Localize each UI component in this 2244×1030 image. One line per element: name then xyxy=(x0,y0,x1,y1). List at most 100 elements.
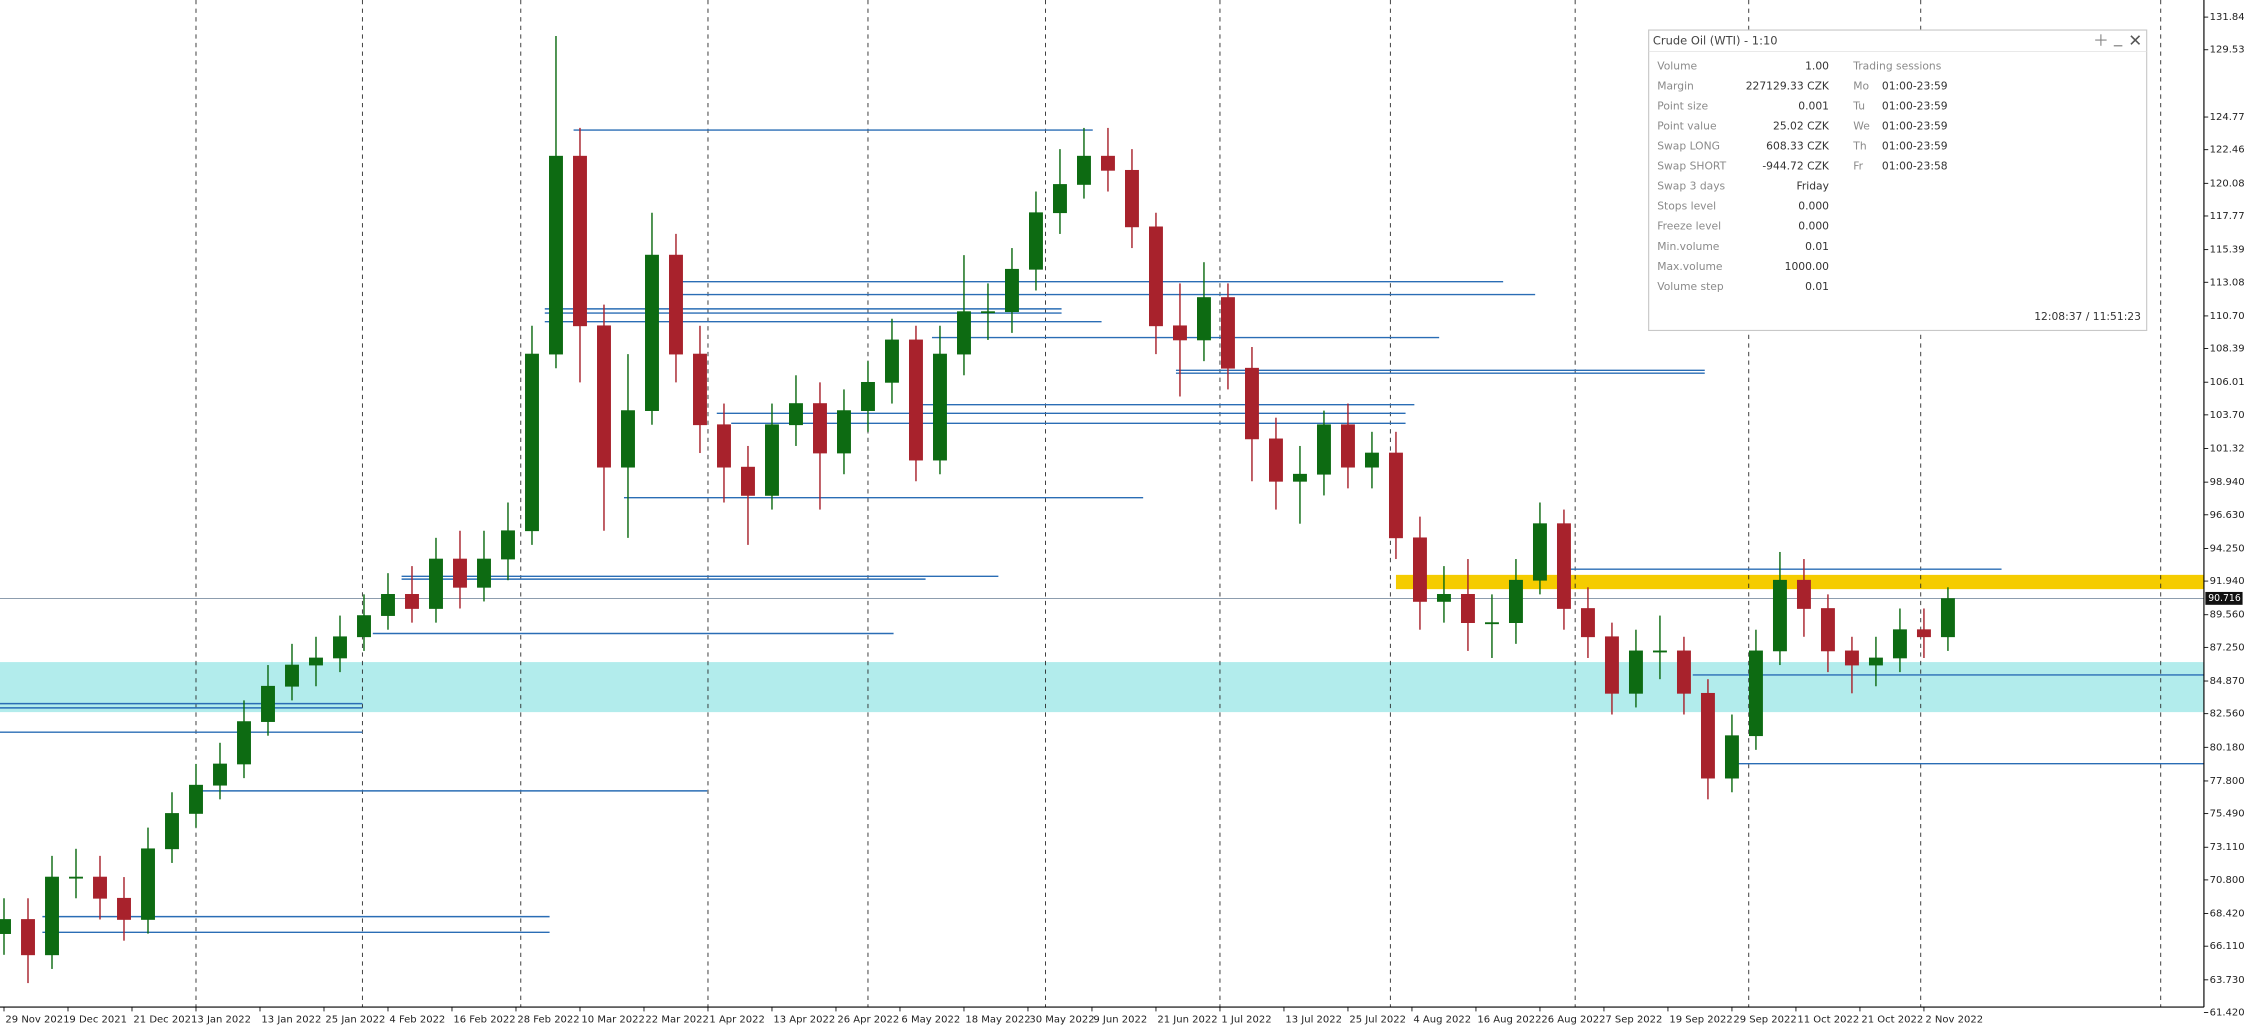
panel-row-value: 0.01 xyxy=(1805,280,1829,293)
candle-body xyxy=(309,657,323,666)
y-tick-label: 115.390 xyxy=(2210,245,2244,256)
x-tick-label: 4 Aug 2022 xyxy=(1413,1014,1471,1025)
candle-body xyxy=(1245,367,1259,440)
candle-body xyxy=(189,784,203,814)
y-tick-label: 113.080 xyxy=(2210,277,2244,288)
candle-body xyxy=(1077,155,1091,185)
session-day: Tu xyxy=(1852,100,1865,113)
x-tick-label: 2 Nov 2022 xyxy=(1925,1014,1983,1025)
candle-body xyxy=(1532,523,1547,581)
y-tick-label: 101.320 xyxy=(2210,444,2244,455)
x-tick-label: 28 Feb 2022 xyxy=(517,1014,579,1025)
candle-body xyxy=(1748,650,1763,737)
panel-row-label: Volume step xyxy=(1657,280,1724,293)
panel-row-label: Swap LONG xyxy=(1657,140,1720,153)
x-tick-label: 13 Jan 2022 xyxy=(261,1014,321,1025)
y-tick-label: 108.390 xyxy=(2210,344,2244,355)
candle-body xyxy=(1149,226,1163,327)
candle-body xyxy=(909,339,923,461)
candle-body xyxy=(1676,650,1691,694)
panel-row-value: 0.001 xyxy=(1798,100,1829,113)
session-hours: 01:00-23:59 xyxy=(1882,80,1948,93)
x-tick-label: 21 Dec 2021 xyxy=(133,1014,197,1025)
candle-body xyxy=(1412,537,1427,602)
y-tick-label: 82.560 xyxy=(2210,709,2244,720)
session-day: Mo xyxy=(1853,80,1869,93)
candle-body xyxy=(237,721,251,765)
x-tick-label: 11 Oct 2022 xyxy=(1797,1014,1859,1025)
panel-row-label: Swap SHORT xyxy=(1657,160,1726,173)
panel-row-label: Margin xyxy=(1657,80,1694,93)
panel-row-label: Point value xyxy=(1657,120,1717,133)
x-tick-label: 6 May 2022 xyxy=(901,1014,960,1025)
y-tick-label: 87.250 xyxy=(2210,642,2244,653)
candle-body xyxy=(1029,212,1043,270)
candle-body xyxy=(1556,523,1571,609)
panel-close[interactable] xyxy=(2130,35,2141,45)
candle-body xyxy=(1892,629,1907,659)
candle-body xyxy=(1580,608,1595,638)
panel-row-value: 1000.00 xyxy=(1785,260,1830,273)
zones xyxy=(0,574,2204,713)
y-tick-label: 131.840 xyxy=(2210,12,2244,23)
session-day: We xyxy=(1853,120,1870,133)
y-tick-label: 117.770 xyxy=(2210,211,2244,222)
x-tick-label: 1 Apr 2022 xyxy=(709,1014,764,1025)
x-tick-label: 19 Sep 2022 xyxy=(1669,1014,1732,1025)
candle-body xyxy=(1796,579,1811,609)
y-tick-label: 61.420 xyxy=(2210,1007,2244,1018)
candle-body xyxy=(1101,155,1115,171)
y-tick-label: 120.080 xyxy=(2210,178,2244,189)
current-price-label: 90.716 xyxy=(2208,593,2241,604)
panel-row-value: 0.01 xyxy=(1805,240,1829,253)
x-tick-label: 25 Jul 2022 xyxy=(1349,1014,1406,1025)
panel-row-label: Swap 3 days xyxy=(1657,180,1725,193)
session-day: Th xyxy=(1852,140,1866,153)
panel-row-label: Stops level xyxy=(1657,200,1716,213)
panel-move-icon[interactable] xyxy=(2095,34,2107,46)
panel-row-label: Max.volume xyxy=(1657,260,1723,273)
x-tick-label: 9 Jun 2022 xyxy=(1093,1014,1147,1025)
candle-body xyxy=(1916,629,1931,638)
panel-time: 12:08:37 / 11:51:23 xyxy=(2034,310,2141,323)
candle-body xyxy=(597,325,611,468)
y-tick-label: 70.800 xyxy=(2210,875,2244,886)
x-tick-label: 30 May 2022 xyxy=(1029,1014,1094,1025)
x-tick-label: 3 Jan 2022 xyxy=(197,1014,251,1025)
candle-body xyxy=(1484,622,1499,625)
panel-row-value: 1.00 xyxy=(1805,60,1829,73)
candles xyxy=(0,36,1955,984)
x-tick-label: 29 Sep 2022 xyxy=(1733,1014,1796,1025)
x-tick-label: 4 Feb 2022 xyxy=(389,1014,445,1025)
candle-body xyxy=(1772,579,1787,652)
candle-body xyxy=(1269,438,1283,482)
candle-body xyxy=(1820,608,1835,652)
candle-body xyxy=(1005,268,1019,313)
candle-body xyxy=(285,664,299,687)
candle-body xyxy=(261,685,275,722)
candle-body xyxy=(1628,650,1643,694)
candle-body xyxy=(405,594,419,609)
candle-body xyxy=(981,311,995,314)
panel-row-label: Min.volume xyxy=(1657,240,1720,253)
panel-row-label: Volume xyxy=(1657,60,1697,73)
x-tick-label: 21 Oct 2022 xyxy=(1861,1014,1923,1025)
x-tick-label: 16 Feb 2022 xyxy=(453,1014,515,1025)
candle-body xyxy=(1340,424,1355,468)
candle-body xyxy=(1868,657,1883,666)
candle-body xyxy=(669,254,683,355)
x-tick-label: 18 May 2022 xyxy=(965,1014,1030,1025)
y-tick-label: 73.110 xyxy=(2210,842,2244,853)
candle-body xyxy=(1293,473,1307,482)
y-tick-label: 103.700 xyxy=(2210,410,2244,421)
candle-body xyxy=(69,876,83,879)
candle-body xyxy=(933,353,947,461)
candle-body xyxy=(1125,169,1139,228)
candle-body xyxy=(357,615,371,638)
candle-body xyxy=(1652,650,1667,653)
y-tick-label: 84.870 xyxy=(2210,676,2244,687)
candle-body xyxy=(1221,297,1235,369)
candle-body xyxy=(1700,692,1715,779)
candle-body xyxy=(789,403,803,426)
